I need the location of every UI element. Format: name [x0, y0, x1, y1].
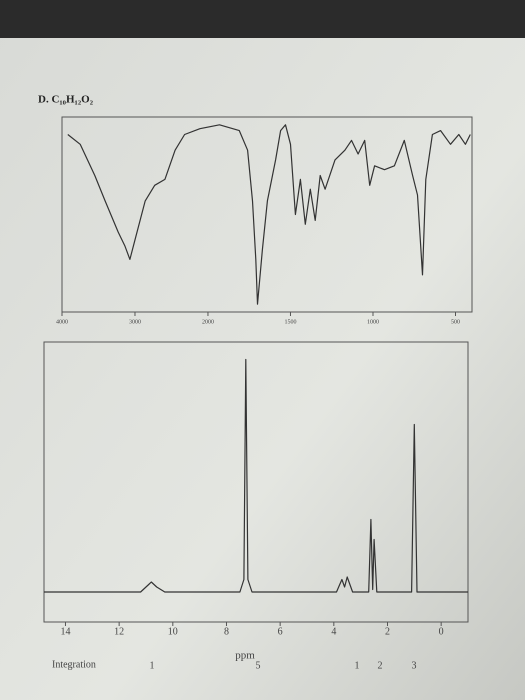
x-tick-label: 2000 — [202, 319, 214, 325]
x-tick-label: 500 — [451, 319, 460, 325]
dark-edge — [0, 0, 525, 38]
integration-value: 2 — [378, 660, 383, 671]
x-tick-label: 10 — [168, 626, 178, 637]
x-tick-label: 1000 — [367, 319, 379, 325]
x-tick-label: 1500 — [284, 319, 296, 325]
x-tick-label: 8 — [224, 626, 229, 637]
x-tick-label: 3000 — [129, 319, 141, 325]
integration-value: 1 — [150, 660, 155, 671]
x-tick-label: 2 — [385, 626, 390, 637]
x-tick-label: 0 — [439, 626, 444, 637]
x-tick-label: 4 — [331, 626, 336, 637]
spectrum-line — [67, 124, 471, 305]
x-tick-label: 6 — [278, 626, 283, 637]
integration-value: 5 — [256, 660, 261, 671]
spectrum-line — [44, 358, 468, 593]
integration-value: 1 — [355, 660, 360, 671]
chart-title: D. C₁₀H₁₂O₂ — [38, 94, 94, 106]
x-tick-label: 4000 — [56, 319, 68, 325]
x-axis-label: ppm — [235, 650, 255, 662]
nmr-frame — [43, 341, 469, 623]
x-tick-label: 12 — [114, 626, 124, 637]
integration-label: Integration — [52, 659, 96, 670]
ir-frame — [61, 116, 473, 313]
x-tick-label: 14 — [60, 626, 70, 637]
integration-value: 3 — [412, 660, 417, 671]
